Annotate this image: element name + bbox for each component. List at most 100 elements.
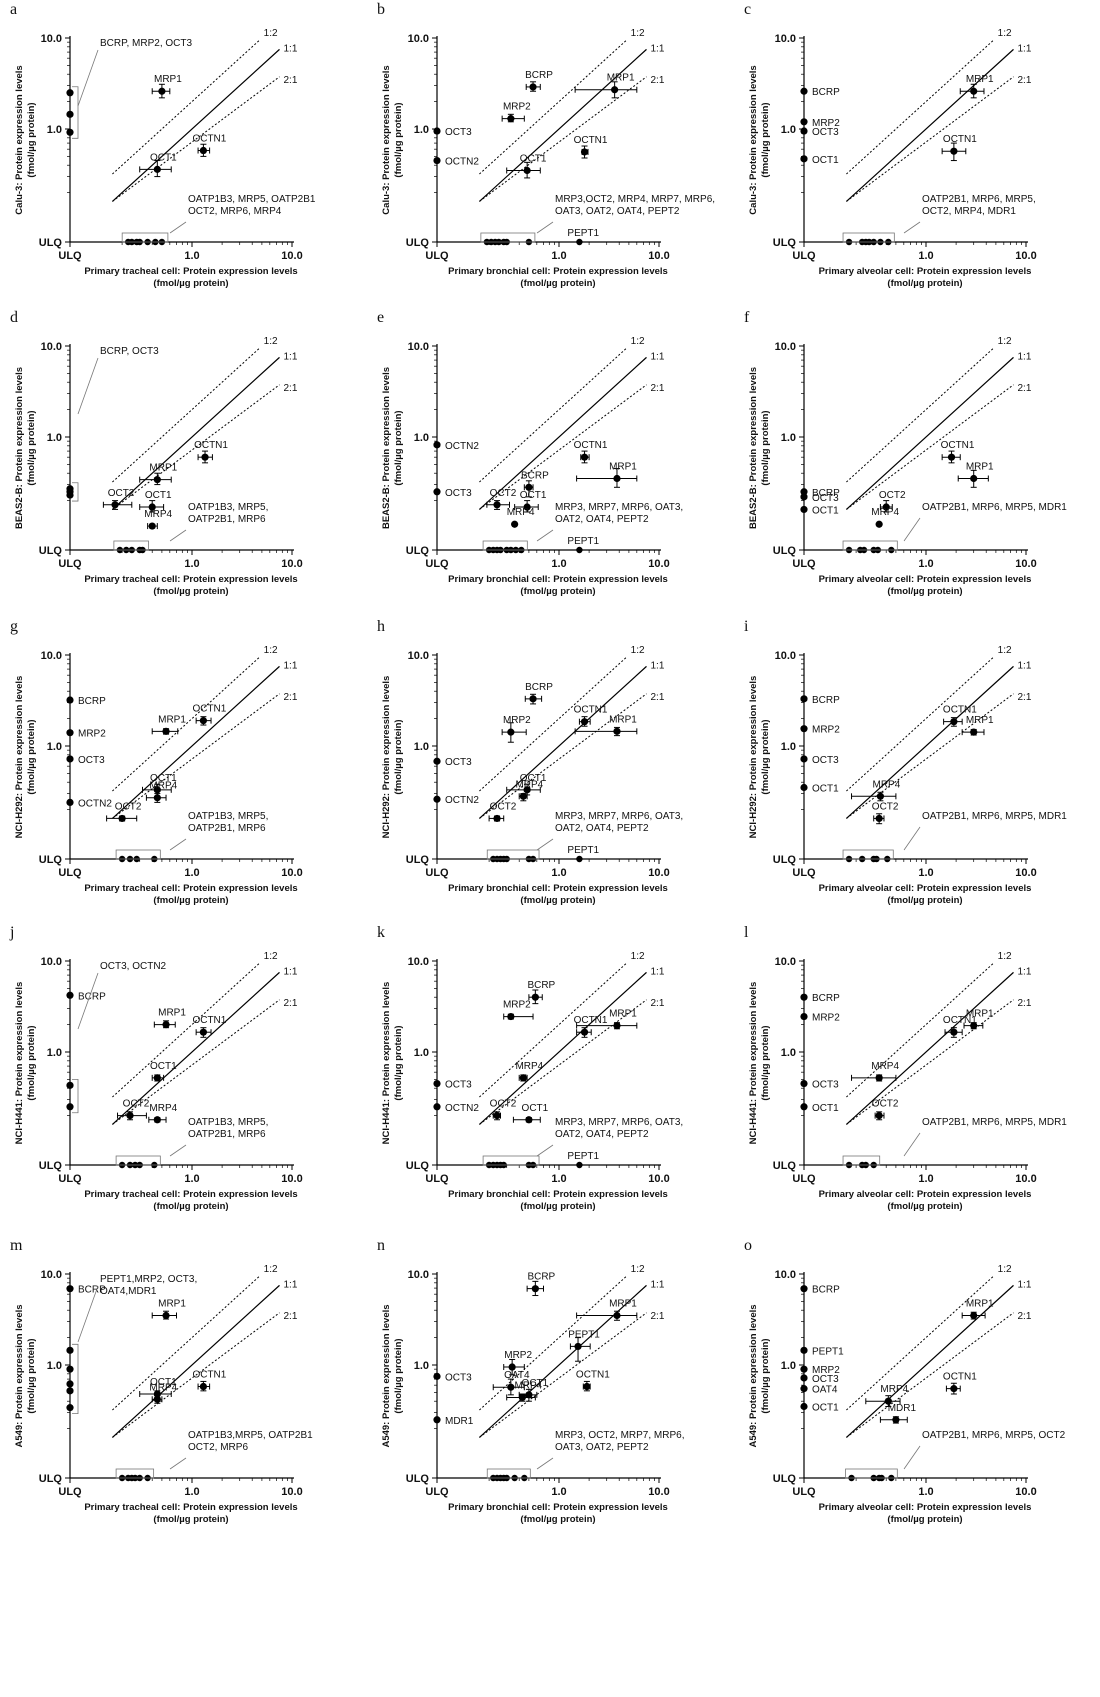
data-point xyxy=(531,1285,539,1293)
reference-line-1-2 xyxy=(479,347,628,483)
y-axis-title: NCI-H292: Protein expression levels xyxy=(381,676,392,839)
annotation-text: BCRP, MRP2, OCT3 xyxy=(100,38,192,49)
data-point xyxy=(875,814,883,823)
data-point xyxy=(613,1311,621,1320)
data-point-label: OCT3 xyxy=(78,755,105,766)
y-axis-title: Calu-3: Protein expression levels xyxy=(748,65,759,214)
panel-letter: i xyxy=(744,618,749,635)
y-axis-title: NCI-H441: Protein expression levels xyxy=(748,982,759,1145)
data-point-label: OCTN1 xyxy=(192,704,226,715)
data-point xyxy=(199,1028,207,1036)
data-point xyxy=(800,1385,808,1393)
annotation-leader xyxy=(903,1132,921,1157)
x-tick-label: 1.0 xyxy=(551,250,566,262)
annotation-leader xyxy=(536,1457,554,1470)
reference-line-label: 2:1 xyxy=(284,75,298,86)
reference-line-label: 1:2 xyxy=(998,645,1012,656)
data-point xyxy=(525,483,533,491)
data-point-label: OCT1 xyxy=(150,1377,177,1388)
x-tick-label: 10.0 xyxy=(281,867,302,879)
data-point xyxy=(508,1363,516,1371)
data-point xyxy=(66,1081,74,1089)
ulq-bracket xyxy=(480,232,536,243)
y-axis-title: (fmol/µg protein) xyxy=(393,719,404,794)
annotation-text: OAT2, OAT4, PEPT2 xyxy=(555,514,649,525)
y-axis-title: (fmol/µg protein) xyxy=(26,1338,37,1413)
y-axis-title-group: NCI-H441: Protein expression levels (fmol… xyxy=(381,982,404,1145)
data-point-label: OCT1 xyxy=(520,490,547,501)
reference-line-label: 1:2 xyxy=(264,1264,278,1275)
reference-line-label: 2:1 xyxy=(284,998,298,1009)
reference-line-label: 1:2 xyxy=(998,951,1012,962)
data-point xyxy=(493,501,501,509)
panel-letter: j xyxy=(9,924,14,941)
data-point xyxy=(950,1385,958,1393)
x-tick-label: 1.0 xyxy=(551,867,566,879)
data-point-label: MRP1 xyxy=(154,74,182,85)
data-point xyxy=(511,520,519,528)
scatter-panel: m ULQ 1.0 10.0 ULQ 1.0 10.0 Primary tracheal ce… xyxy=(10,1237,313,1525)
data-point xyxy=(126,1112,134,1120)
data-point xyxy=(433,1416,441,1424)
annotation-leader xyxy=(77,972,99,1030)
reference-line-2-1 xyxy=(112,999,280,1125)
annotation-leader xyxy=(536,1144,554,1157)
data-point-label: MRP2 xyxy=(503,102,531,113)
data-point xyxy=(433,1079,441,1088)
data-point-label: BCRP xyxy=(521,470,549,481)
data-point xyxy=(66,1380,74,1388)
data-point xyxy=(518,1393,526,1402)
panel-letter: b xyxy=(377,1,385,18)
data-point xyxy=(66,755,74,763)
annotation-text: OAT2, OAT4, PEPT2 xyxy=(555,1129,649,1140)
x-axis-title: (fmol/µg protein) xyxy=(520,278,595,289)
data-point-label: OCTN1 xyxy=(574,705,608,716)
x-tick-label: ULQ xyxy=(58,250,82,262)
data-point xyxy=(66,110,74,118)
reference-line-1-2 xyxy=(112,347,261,483)
data-point xyxy=(876,792,885,800)
reference-line-1-2 xyxy=(112,656,261,792)
annotation-leader xyxy=(77,1285,99,1343)
data-point xyxy=(800,127,808,135)
data-point-label: OCTN2 xyxy=(445,1103,479,1114)
y-tick-label: 10.0 xyxy=(408,341,429,353)
y-axis-title: (fmol/µg protein) xyxy=(760,102,771,177)
annotation-text: OATP2B1, MRP6 xyxy=(188,514,266,525)
data-point xyxy=(433,441,441,449)
reference-line-label: 1:2 xyxy=(631,336,645,347)
reference-line-label: 1:1 xyxy=(1018,660,1032,671)
reference-line-1-2 xyxy=(112,39,261,175)
x-axis-title: (fmol/µg protein) xyxy=(887,1514,962,1525)
annotation-text: OATP1B3, MRP5, OATP2B1 xyxy=(188,194,316,205)
annotation-text: OATP1B3,MRP5, OATP2B1 xyxy=(188,1430,313,1441)
x-tick-label: 1.0 xyxy=(184,1173,199,1185)
data-point xyxy=(580,1028,589,1036)
reference-line-label: 1:2 xyxy=(264,645,278,656)
data-point xyxy=(199,1382,207,1391)
data-point xyxy=(574,1342,582,1351)
data-point-label: MRP4 xyxy=(880,1384,908,1395)
y-axis-title: (fmol/µg protein) xyxy=(393,1025,404,1100)
data-point xyxy=(66,1346,74,1354)
y-tick-label: 1.0 xyxy=(47,124,62,136)
y-tick-label: 10.0 xyxy=(408,33,429,45)
x-tick-label: ULQ xyxy=(58,1173,82,1185)
y-axis-title: Calu-3: Protein expression levels xyxy=(381,65,392,214)
y-tick-label: 10.0 xyxy=(775,1269,796,1281)
x-axis-title: (fmol/µg protein) xyxy=(887,278,962,289)
reference-line-1-2 xyxy=(846,347,995,483)
scatter-panel: e ULQ 1.0 10.0 ULQ 1.0 10.0 Primary bronchial c… xyxy=(377,309,683,597)
annotation-leader xyxy=(903,517,921,542)
reference-line-label: 2:1 xyxy=(1018,383,1032,394)
scatter-panel: l ULQ 1.0 10.0 ULQ 1.0 10.0 Primary alveolar ce… xyxy=(744,924,1067,1212)
ulq-bracket xyxy=(842,232,895,243)
reference-line-label: 1:1 xyxy=(651,966,665,977)
reference-line-1-1 xyxy=(479,48,647,202)
y-axis-title: (fmol/µg protein) xyxy=(760,1025,771,1100)
x-tick-label: 10.0 xyxy=(648,867,669,879)
data-point xyxy=(800,1285,808,1293)
data-point-label: BCRP xyxy=(812,1285,840,1296)
y-axis-title: A549: Protein expression levels xyxy=(14,1304,25,1447)
data-point xyxy=(148,522,156,530)
